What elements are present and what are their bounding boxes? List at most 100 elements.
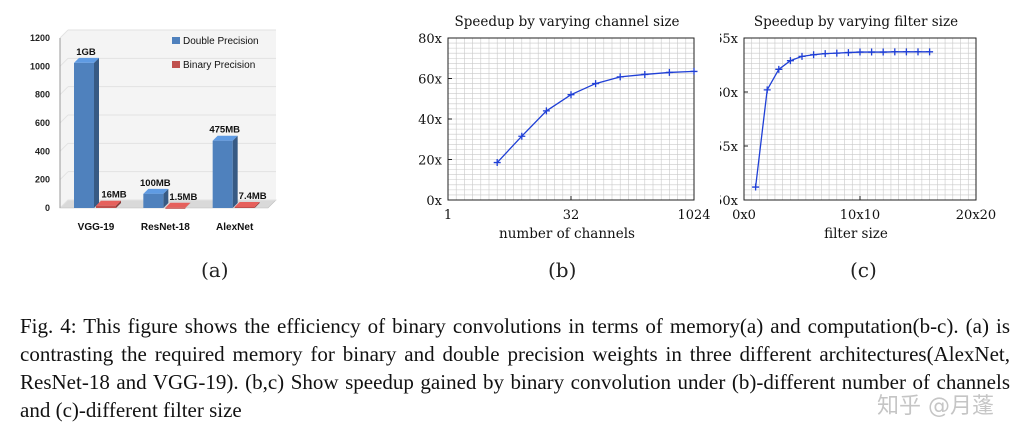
channel-speedup-panel: Speedup by varying channel size number of… — [400, 0, 720, 250]
bar-binary-precision — [165, 207, 186, 209]
chart-title: Speedup by varying channel size — [454, 14, 679, 30]
memory-bar-chart: 0 200 400 600 800 1000 1200 1GB 16MB VGG-19 100MB 1… — [30, 29, 277, 233]
figure-caption: Fig. 4: This figure shows the efficiency… — [20, 314, 1010, 422]
data-point-marker — [542, 107, 550, 115]
subfigure-label-b: (b) — [548, 258, 577, 282]
gridline-side — [59, 114, 69, 124]
gridline-side — [59, 142, 69, 152]
y-tick-label: 0 — [45, 203, 50, 213]
x-category-label: VGG-19 — [78, 222, 115, 233]
bar-value-label: 16MB — [101, 190, 126, 201]
watermark: 知乎 @月蓬 — [877, 394, 994, 419]
bar-top — [165, 202, 191, 208]
data-point-marker — [798, 52, 806, 60]
data-point-marker — [641, 70, 649, 78]
y-tick-label: 0x — [426, 194, 442, 209]
x-tick-label: 32 — [563, 208, 580, 223]
bar-double-precision — [143, 193, 164, 208]
x-tick-label: 0x0 — [732, 208, 756, 223]
y-tick-label: 80x — [418, 32, 443, 47]
bar-binary-precision — [234, 206, 255, 208]
x-category-label: AlexNet — [216, 222, 254, 233]
y-tick-label: 1200 — [30, 33, 50, 43]
x-category-label: ResNet-18 — [141, 222, 190, 233]
data-point-marker — [763, 86, 771, 94]
data-point-marker — [786, 57, 794, 65]
bar-value-label: 7.4MB — [239, 191, 267, 202]
y-tick-label: 400 — [35, 146, 50, 156]
gridline-side — [59, 199, 69, 209]
legend-swatch — [172, 37, 180, 44]
data-point-marker — [891, 48, 899, 56]
y-tick-label: 600 — [35, 118, 50, 128]
bar-side — [232, 135, 238, 208]
series-line — [754, 51, 930, 188]
bar-double-precision — [74, 62, 94, 208]
data-point-marker — [926, 48, 934, 56]
bar-top — [234, 201, 260, 207]
gridline-side — [59, 86, 69, 96]
gridline-side — [59, 29, 69, 39]
bar-side — [94, 57, 99, 208]
chart-title: Speedup by varying filter size — [754, 14, 958, 30]
data-point-marker — [518, 132, 526, 140]
y-tick-label: 1000 — [30, 61, 50, 71]
data-point-marker — [616, 73, 624, 81]
data-point-marker — [833, 49, 841, 57]
x-axis-title: number of channels — [499, 226, 635, 242]
x-tick-label: 20x20 — [956, 208, 996, 223]
y-tick-label: 50x — [720, 194, 739, 209]
data-point-marker — [914, 48, 922, 56]
y-tick-label: 20x — [418, 154, 443, 169]
y-tick-label: 200 — [35, 175, 50, 185]
data-point-marker — [844, 49, 852, 57]
gridline-side — [59, 171, 69, 181]
y-tick-label: 800 — [35, 90, 50, 100]
data-point-marker — [810, 51, 818, 59]
bar-double-precision — [212, 140, 233, 208]
x-axis-title: filter size — [824, 226, 888, 242]
data-point-marker — [902, 48, 910, 56]
data-point-marker — [775, 65, 783, 73]
bar-top — [74, 57, 99, 63]
x-tick-label: 10x10 — [840, 208, 880, 223]
data-point-marker — [592, 80, 600, 88]
bar-side — [185, 202, 191, 208]
filter-speedup-chart: Speedup by varying filter size filter siz… — [720, 14, 996, 242]
bar-top — [212, 135, 238, 141]
memory-chart-panel: 0 200 400 600 800 1000 1200 1GB 16MB VGG-19 100MB 1… — [0, 0, 290, 250]
gridline-side — [59, 57, 69, 67]
data-point-marker — [665, 68, 673, 76]
y-tick-label: 65x — [720, 32, 739, 47]
data-point-marker — [856, 48, 864, 56]
y-tick-label: 55x — [720, 140, 739, 155]
x-tick-label: 1024 — [677, 208, 710, 223]
bar-value-label: 100MB — [140, 178, 171, 189]
bar-value-label: 1.5MB — [169, 192, 197, 203]
subfigure-label-c: (c) — [850, 258, 877, 282]
legend-label: Binary Precision — [183, 60, 255, 71]
x-tick-label: 1 — [444, 208, 452, 223]
bar-binary-precision — [96, 205, 116, 208]
legend-label: Double Precision — [183, 36, 259, 47]
bar-top — [143, 188, 169, 194]
bar-side — [254, 201, 260, 208]
data-point-marker — [868, 48, 876, 56]
bar-top — [96, 200, 121, 206]
bar-value-label: 475MB — [209, 125, 240, 136]
bar-side — [163, 188, 169, 208]
filter-speedup-panel: Speedup by varying filter size filter siz… — [720, 0, 1016, 250]
channel-speedup-chart: Speedup by varying channel size number of… — [418, 14, 710, 242]
subfigure-label-a: (a) — [201, 258, 229, 282]
data-point-marker — [821, 50, 829, 58]
y-tick-label: 60x — [418, 73, 443, 88]
legend-swatch — [172, 61, 180, 68]
data-point-marker — [567, 91, 575, 99]
data-point-marker — [879, 48, 887, 56]
bar-side — [116, 200, 121, 208]
y-tick-label: 60x — [720, 86, 739, 101]
data-point-marker — [493, 159, 501, 167]
data-point-marker — [690, 67, 698, 75]
data-point-marker — [752, 183, 760, 191]
y-tick-label: 40x — [418, 113, 443, 128]
